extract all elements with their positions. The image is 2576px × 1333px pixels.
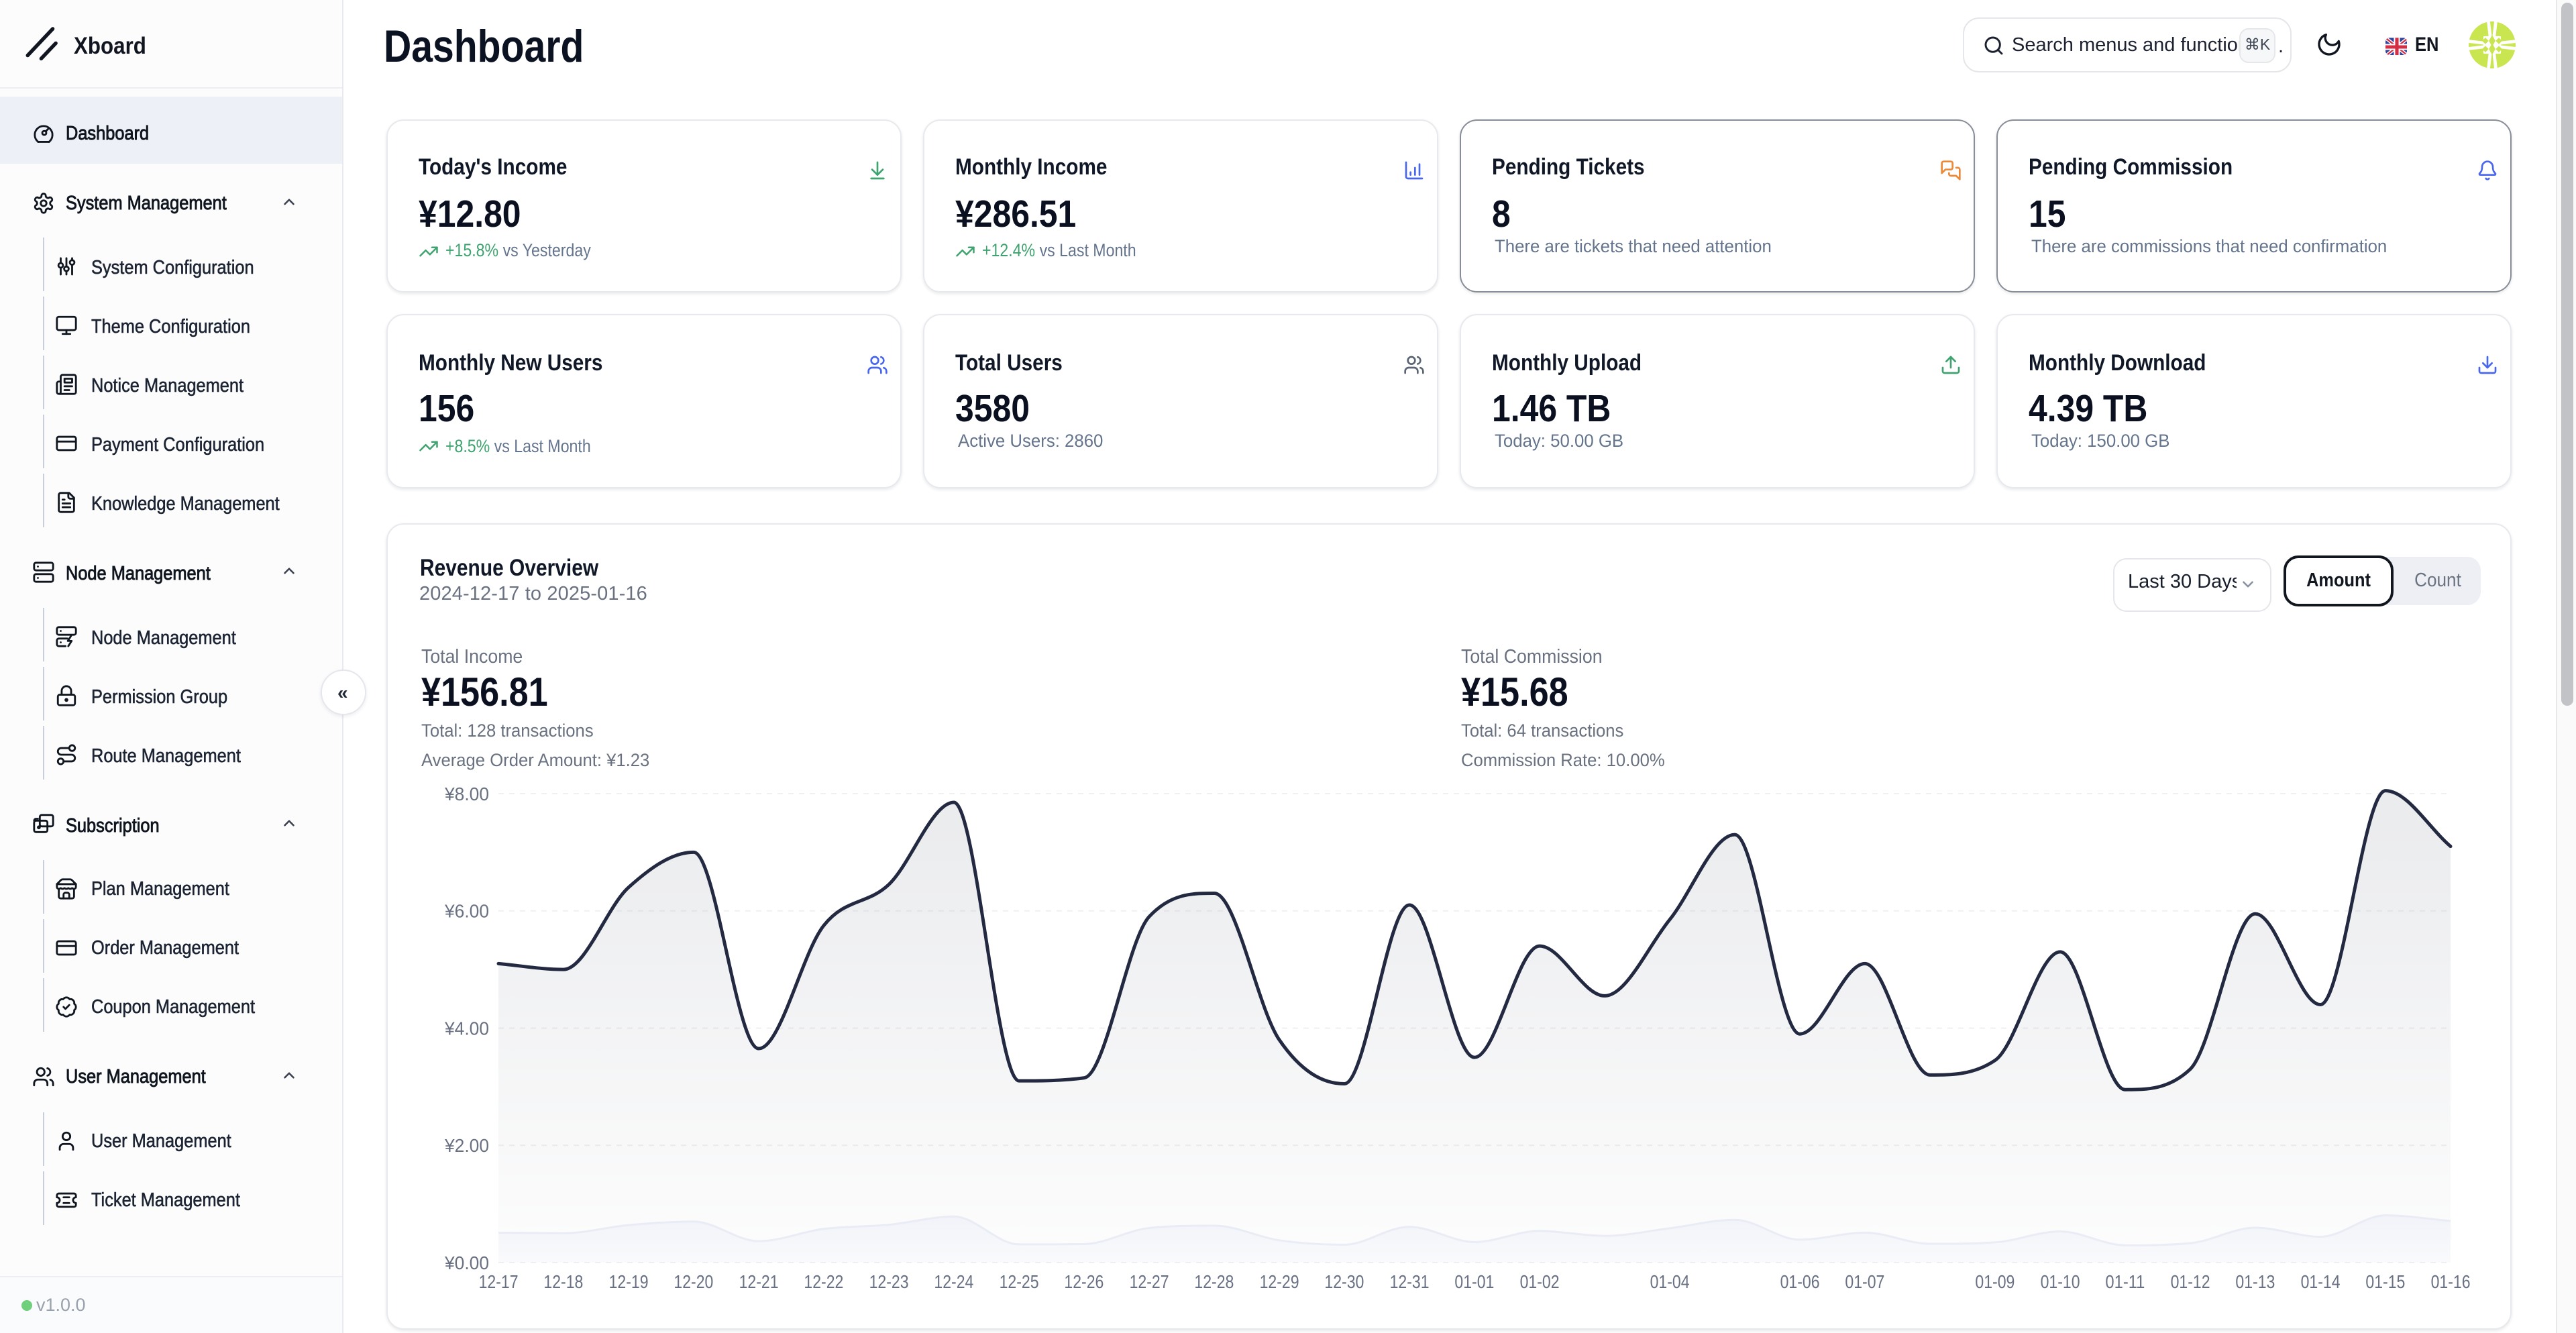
svg-text:01-16: 01-16 [2431, 1271, 2471, 1292]
svg-text:01-07: 01-07 [1845, 1271, 1884, 1292]
svg-text:12-30: 12-30 [1324, 1271, 1364, 1292]
svg-text:01-14: 01-14 [2301, 1271, 2341, 1292]
svg-text:01-01: 01-01 [1454, 1271, 1494, 1292]
svg-text:12-25: 12-25 [1000, 1271, 1039, 1292]
svg-text:12-18: 12-18 [543, 1271, 583, 1292]
svg-text:01-06: 01-06 [1780, 1271, 1820, 1292]
svg-text:12-19: 12-19 [609, 1271, 649, 1292]
svg-text:12-20: 12-20 [674, 1271, 713, 1292]
svg-text:12-29: 12-29 [1260, 1271, 1299, 1292]
svg-text:01-15: 01-15 [2365, 1271, 2405, 1292]
svg-text:12-22: 12-22 [804, 1271, 843, 1292]
svg-text:01-13: 01-13 [2235, 1271, 2275, 1292]
svg-text:12-28: 12-28 [1194, 1271, 1234, 1292]
svg-text:¥8.00: ¥8.00 [444, 784, 489, 804]
svg-text:01-09: 01-09 [1975, 1271, 2015, 1292]
svg-text:01-10: 01-10 [2041, 1271, 2080, 1292]
svg-text:¥0.00: ¥0.00 [444, 1252, 489, 1273]
svg-text:12-24: 12-24 [934, 1271, 973, 1292]
svg-text:01-11: 01-11 [2105, 1271, 2145, 1292]
svg-text:¥6.00: ¥6.00 [444, 901, 489, 922]
svg-text:12-17: 12-17 [479, 1271, 519, 1292]
svg-text:12-27: 12-27 [1130, 1271, 1169, 1292]
svg-text:12-31: 12-31 [1390, 1271, 1430, 1292]
svg-text:¥4.00: ¥4.00 [444, 1018, 489, 1038]
svg-text:12-26: 12-26 [1064, 1271, 1104, 1292]
svg-text:01-12: 01-12 [2171, 1271, 2210, 1292]
svg-text:01-04: 01-04 [1650, 1271, 1690, 1292]
svg-text:01-02: 01-02 [1520, 1271, 1560, 1292]
svg-text:¥2.00: ¥2.00 [444, 1135, 489, 1156]
svg-text:12-21: 12-21 [739, 1271, 779, 1292]
svg-text:12-23: 12-23 [869, 1271, 909, 1292]
